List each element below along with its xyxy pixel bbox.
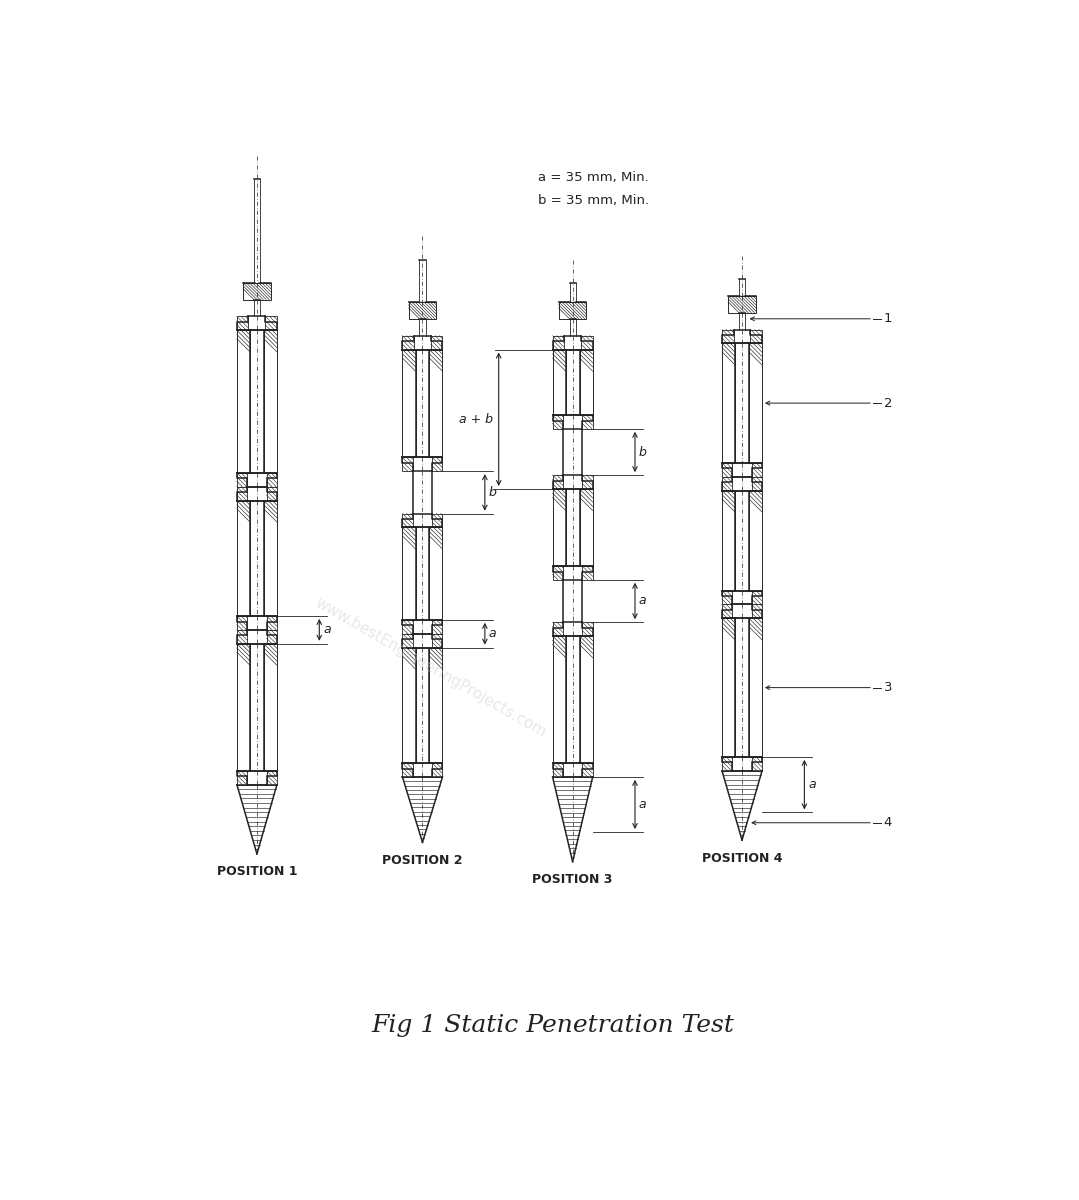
Polygon shape	[433, 620, 442, 634]
Polygon shape	[752, 463, 762, 476]
Text: POSITION 1: POSITION 1	[217, 865, 297, 878]
Polygon shape	[433, 634, 442, 648]
Text: a: a	[489, 628, 496, 641]
Polygon shape	[409, 302, 436, 319]
Polygon shape	[237, 643, 250, 770]
Polygon shape	[583, 475, 592, 488]
Polygon shape	[267, 630, 277, 643]
Polygon shape	[583, 763, 592, 776]
Polygon shape	[552, 622, 563, 636]
Polygon shape	[722, 463, 733, 476]
Text: 1: 1	[884, 312, 892, 325]
Polygon shape	[267, 770, 277, 785]
Polygon shape	[583, 566, 592, 580]
Polygon shape	[264, 330, 277, 473]
Polygon shape	[402, 620, 413, 634]
Polygon shape	[431, 336, 442, 349]
Polygon shape	[429, 648, 442, 763]
Polygon shape	[433, 514, 442, 528]
Polygon shape	[552, 415, 563, 428]
Polygon shape	[264, 643, 277, 770]
Polygon shape	[237, 317, 248, 330]
Text: www.bestEngineeringProjects.com: www.bestEngineeringProjects.com	[312, 595, 548, 740]
Polygon shape	[429, 528, 442, 620]
Polygon shape	[722, 590, 733, 605]
Polygon shape	[579, 488, 592, 566]
Text: POSITION 2: POSITION 2	[382, 854, 463, 866]
Polygon shape	[752, 757, 762, 770]
Polygon shape	[402, 648, 415, 763]
Polygon shape	[237, 500, 250, 616]
Polygon shape	[552, 475, 563, 488]
Polygon shape	[243, 282, 271, 300]
Polygon shape	[752, 476, 762, 491]
Text: a: a	[639, 798, 646, 811]
Polygon shape	[402, 349, 415, 457]
Polygon shape	[722, 343, 735, 463]
Polygon shape	[237, 330, 250, 473]
Polygon shape	[433, 763, 442, 776]
Polygon shape	[728, 295, 756, 313]
Polygon shape	[722, 491, 735, 590]
Polygon shape	[722, 476, 733, 491]
Polygon shape	[749, 491, 762, 590]
Polygon shape	[267, 487, 277, 500]
Text: a + b: a + b	[459, 413, 492, 426]
Text: 3: 3	[884, 682, 892, 694]
Polygon shape	[552, 488, 565, 566]
Polygon shape	[722, 757, 733, 770]
Polygon shape	[402, 457, 413, 472]
Polygon shape	[749, 618, 762, 757]
Text: a: a	[808, 778, 816, 791]
Text: a: a	[323, 623, 331, 636]
Polygon shape	[552, 636, 565, 763]
Text: 2: 2	[884, 397, 892, 409]
Polygon shape	[722, 330, 734, 343]
Text: POSITION 4: POSITION 4	[701, 852, 782, 865]
Polygon shape	[402, 528, 415, 620]
Polygon shape	[237, 770, 247, 785]
Polygon shape	[267, 473, 277, 487]
Text: POSITION 3: POSITION 3	[532, 874, 613, 886]
Polygon shape	[583, 415, 592, 428]
Text: 4: 4	[884, 816, 892, 829]
Polygon shape	[552, 336, 564, 349]
Text: a = 35 mm, Min.: a = 35 mm, Min.	[538, 170, 648, 184]
Polygon shape	[402, 763, 413, 776]
Polygon shape	[265, 317, 277, 330]
Polygon shape	[752, 590, 762, 605]
Polygon shape	[722, 618, 735, 757]
Polygon shape	[402, 514, 413, 528]
Polygon shape	[579, 636, 592, 763]
Text: Fig 1 Static Penetration Test: Fig 1 Static Penetration Test	[371, 1014, 735, 1037]
Text: a: a	[639, 594, 646, 607]
Text: b: b	[489, 486, 496, 499]
Polygon shape	[429, 349, 442, 457]
Polygon shape	[402, 634, 413, 648]
Polygon shape	[552, 566, 563, 580]
Text: b = 35 mm, Min.: b = 35 mm, Min.	[538, 194, 650, 208]
Polygon shape	[582, 336, 592, 349]
Polygon shape	[264, 500, 277, 616]
Polygon shape	[559, 302, 587, 319]
Polygon shape	[237, 473, 247, 487]
Polygon shape	[752, 605, 762, 618]
Polygon shape	[433, 457, 442, 472]
Polygon shape	[583, 622, 592, 636]
Polygon shape	[237, 487, 247, 500]
Polygon shape	[402, 336, 414, 349]
Polygon shape	[579, 349, 592, 415]
Polygon shape	[722, 605, 733, 618]
Text: b: b	[639, 445, 646, 458]
Polygon shape	[751, 330, 762, 343]
Polygon shape	[267, 616, 277, 630]
Polygon shape	[237, 616, 247, 630]
Polygon shape	[552, 763, 563, 776]
Polygon shape	[552, 349, 565, 415]
Polygon shape	[237, 630, 247, 643]
Polygon shape	[749, 343, 762, 463]
